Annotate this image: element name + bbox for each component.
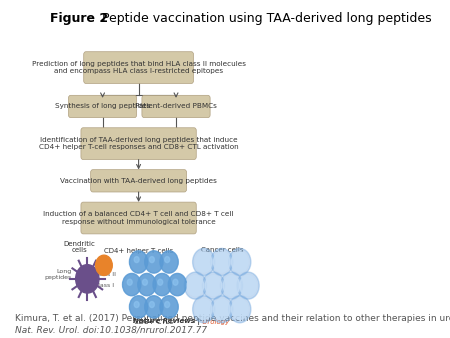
Circle shape xyxy=(229,248,251,275)
Circle shape xyxy=(149,257,154,263)
Circle shape xyxy=(158,279,163,285)
Circle shape xyxy=(205,275,222,296)
Text: CD8+ CTLs: CD8+ CTLs xyxy=(134,319,173,325)
Text: Synthesis of long peptides: Synthesis of long peptides xyxy=(55,103,150,110)
Circle shape xyxy=(160,296,178,318)
Circle shape xyxy=(145,296,163,318)
Circle shape xyxy=(153,273,171,296)
Circle shape xyxy=(187,275,204,296)
Circle shape xyxy=(160,251,178,273)
Circle shape xyxy=(237,272,259,299)
Text: Patient-derived PBMCs: Patient-derived PBMCs xyxy=(135,103,217,110)
Circle shape xyxy=(213,252,230,272)
Circle shape xyxy=(165,301,170,308)
FancyBboxPatch shape xyxy=(142,95,210,118)
Text: Urology: Urology xyxy=(200,319,230,325)
Text: Identification of TAA-derived long peptides that induce
CD4+ helper T-cell respo: Identification of TAA-derived long pepti… xyxy=(39,137,239,150)
Text: Vaccination with TAA-derived long peptides: Vaccination with TAA-derived long peptid… xyxy=(60,178,217,184)
Circle shape xyxy=(195,252,212,272)
Circle shape xyxy=(134,301,139,308)
Text: Figure 2: Figure 2 xyxy=(50,12,108,25)
Text: Nature Reviews |: Nature Reviews | xyxy=(133,318,200,325)
Circle shape xyxy=(122,273,141,296)
Circle shape xyxy=(143,279,148,285)
Text: HLA class II: HLA class II xyxy=(81,272,117,277)
Circle shape xyxy=(229,296,251,323)
Circle shape xyxy=(173,279,178,285)
Circle shape xyxy=(202,272,225,299)
Circle shape xyxy=(138,273,156,296)
Text: HLA class I: HLA class I xyxy=(81,283,114,288)
Circle shape xyxy=(195,299,212,319)
FancyBboxPatch shape xyxy=(81,202,196,234)
Circle shape xyxy=(149,301,154,308)
FancyBboxPatch shape xyxy=(81,128,196,160)
Circle shape xyxy=(134,257,139,263)
Circle shape xyxy=(127,279,132,285)
Text: Kimura, T. et al. (2017) Personalized peptide vaccines and their relation to oth: Kimura, T. et al. (2017) Personalized pe… xyxy=(15,314,450,323)
Text: Cancer cells: Cancer cells xyxy=(201,247,243,254)
FancyBboxPatch shape xyxy=(84,52,194,83)
Circle shape xyxy=(193,248,215,275)
FancyBboxPatch shape xyxy=(90,170,187,192)
Circle shape xyxy=(223,275,240,296)
Circle shape xyxy=(211,296,233,323)
Circle shape xyxy=(211,248,233,275)
Circle shape xyxy=(76,265,99,293)
Text: Dendritic
cells: Dendritic cells xyxy=(63,241,95,254)
Text: Long
peptides: Long peptides xyxy=(44,269,72,280)
Text: Induction of a balanced CD4+ T cell and CD8+ T cell
response without immunologic: Induction of a balanced CD4+ T cell and … xyxy=(43,211,234,225)
Circle shape xyxy=(213,299,230,319)
Circle shape xyxy=(231,252,248,272)
Text: Peptide vaccination using TAA-derived long peptides: Peptide vaccination using TAA-derived lo… xyxy=(99,12,432,25)
Circle shape xyxy=(184,272,207,299)
Circle shape xyxy=(165,257,170,263)
Circle shape xyxy=(193,296,215,323)
Circle shape xyxy=(240,275,256,296)
Text: Prediction of long peptides that bind HLA class II molecules
and encompass HLA c: Prediction of long peptides that bind HL… xyxy=(32,61,246,74)
Text: Nat. Rev. Urol. doi:10.1038/nrurol.2017.77: Nat. Rev. Urol. doi:10.1038/nrurol.2017.… xyxy=(15,325,207,334)
Circle shape xyxy=(130,251,148,273)
FancyBboxPatch shape xyxy=(68,95,137,118)
Circle shape xyxy=(168,273,187,296)
Circle shape xyxy=(130,296,148,318)
Circle shape xyxy=(145,251,163,273)
Circle shape xyxy=(231,299,248,319)
Text: CD4+ helper T cells: CD4+ helper T cells xyxy=(104,247,173,254)
Circle shape xyxy=(220,272,243,299)
Circle shape xyxy=(96,255,112,275)
